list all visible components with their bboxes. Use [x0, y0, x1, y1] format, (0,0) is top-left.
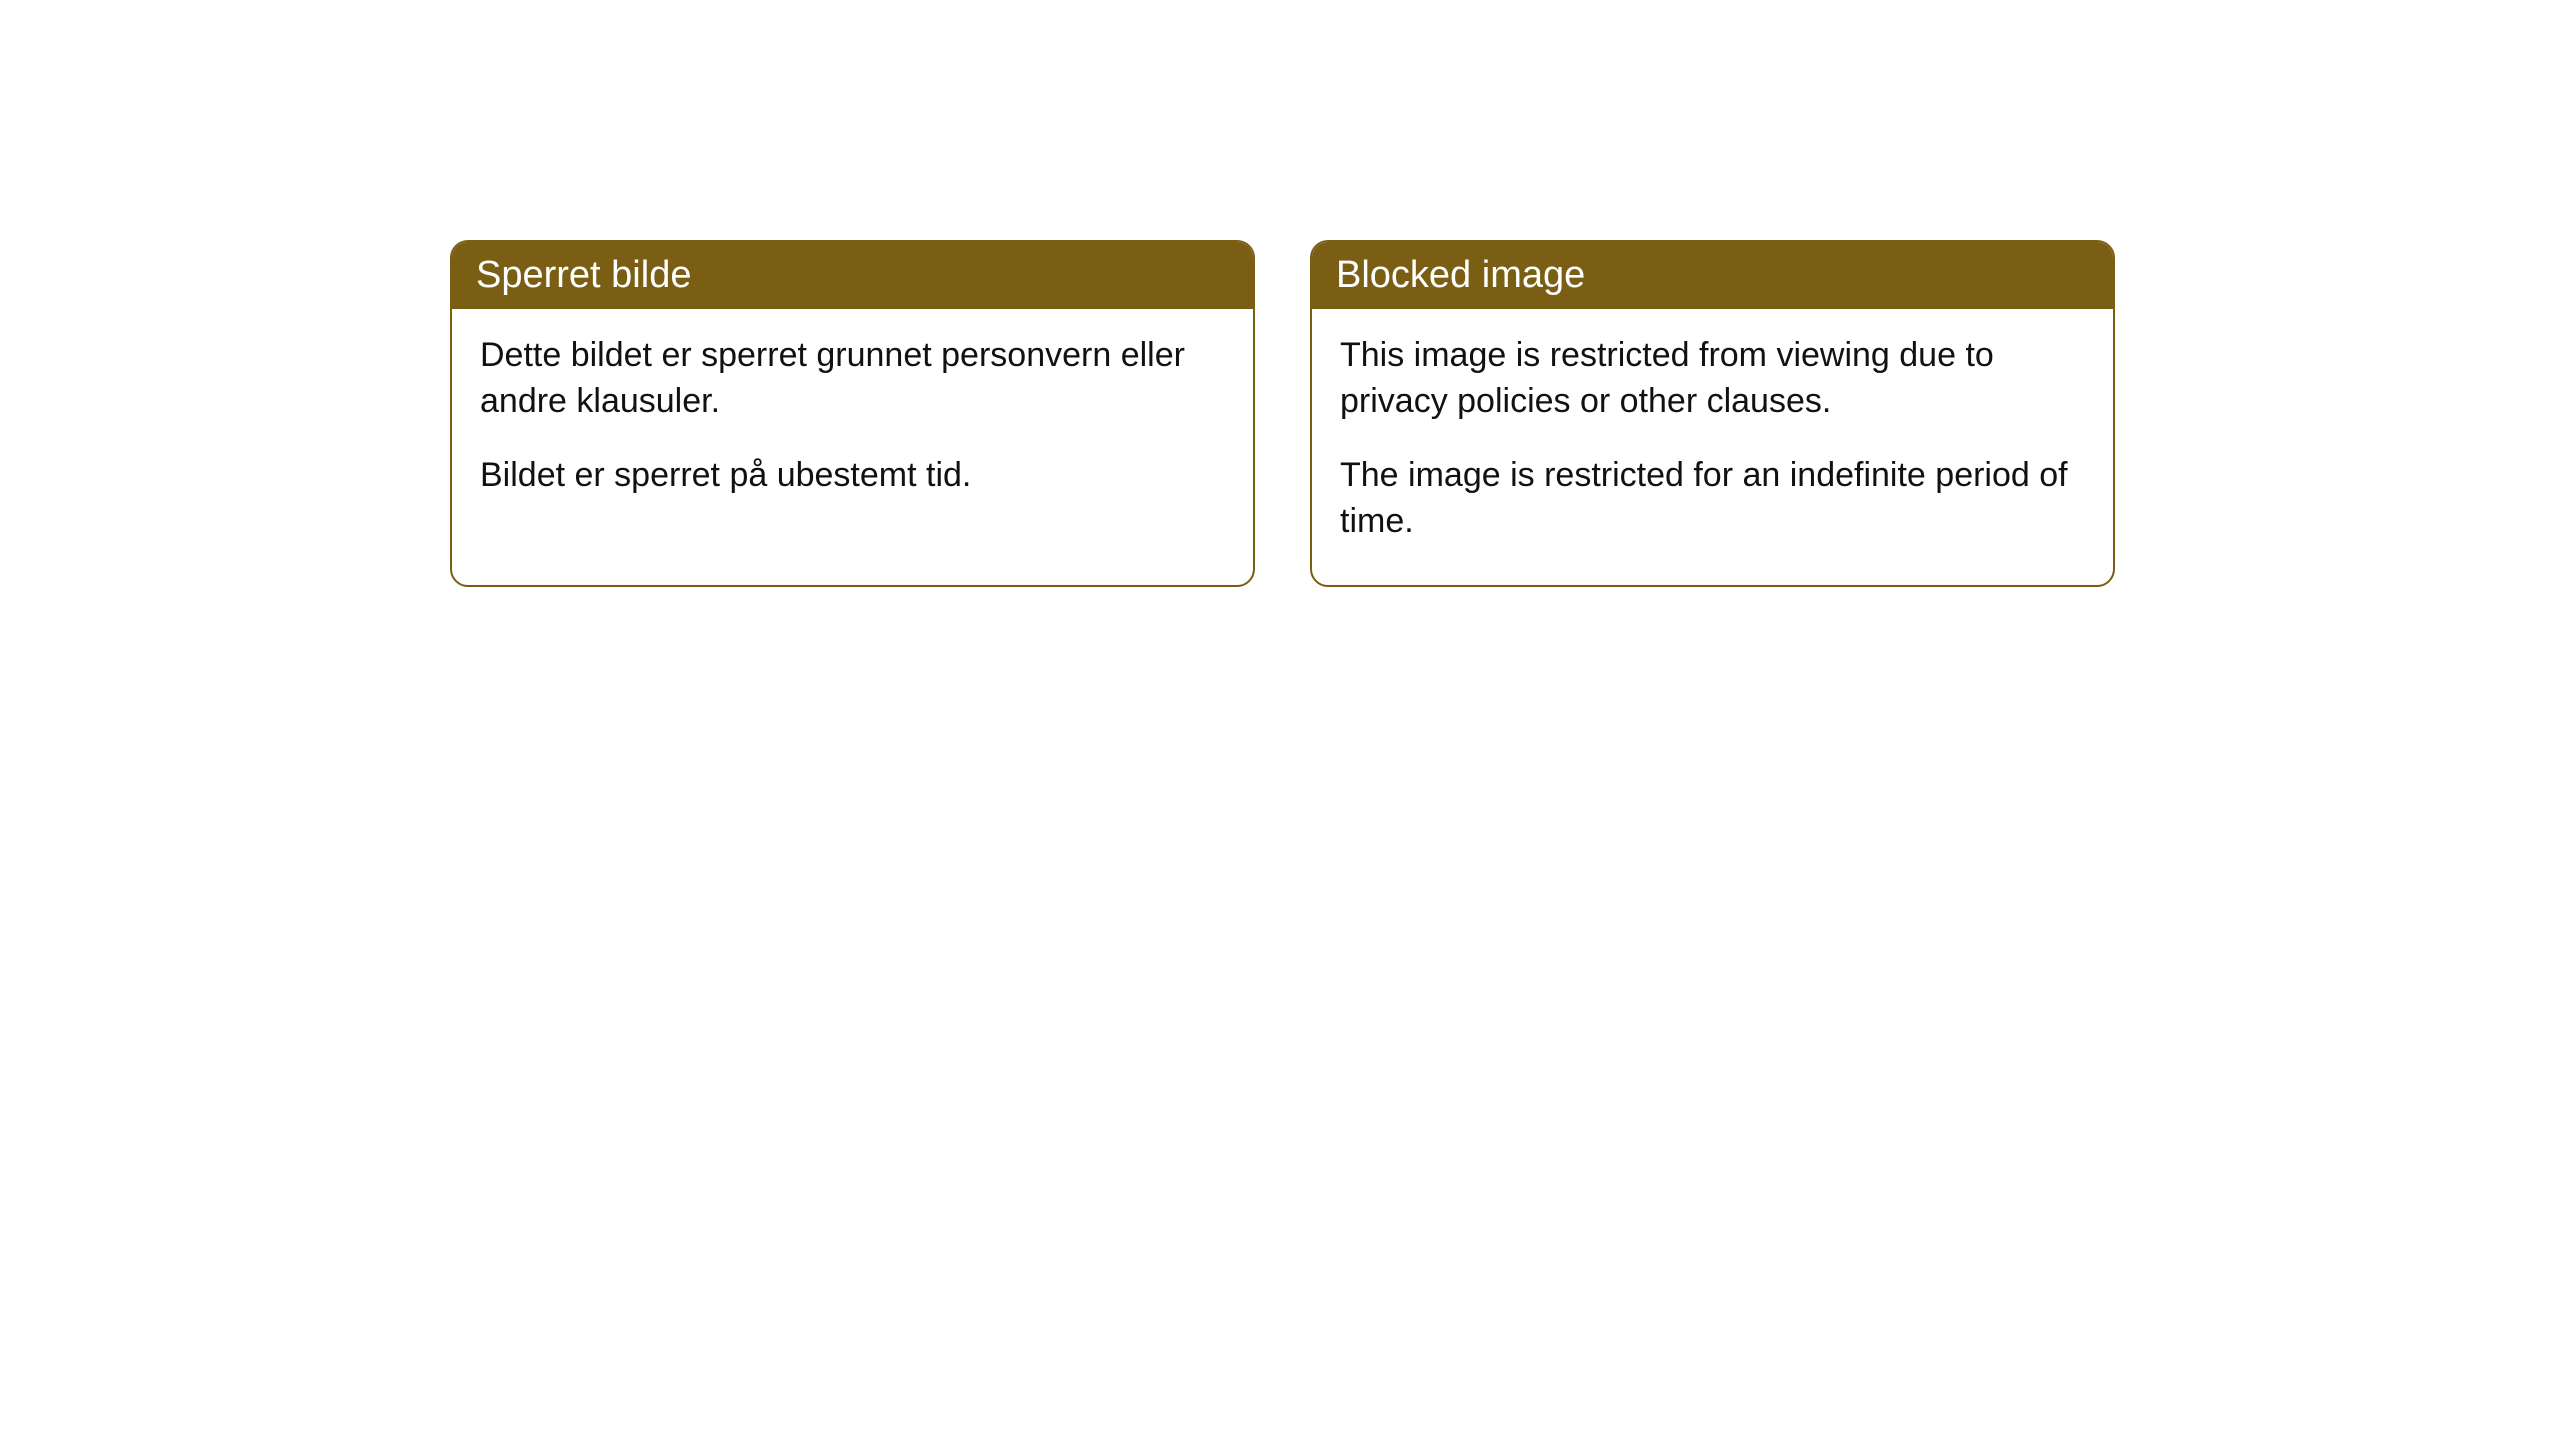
notice-card-norwegian: Sperret bilde Dette bildet er sperret gr… [450, 240, 1255, 587]
notice-container: Sperret bilde Dette bildet er sperret gr… [0, 0, 2560, 587]
card-paragraph: This image is restricted from viewing du… [1340, 333, 2085, 425]
card-title: Blocked image [1336, 254, 1585, 296]
card-paragraph: The image is restricted for an indefinit… [1340, 453, 2085, 545]
card-header: Sperret bilde [452, 242, 1253, 309]
card-body: This image is restricted from viewing du… [1312, 309, 2113, 585]
notice-card-english: Blocked image This image is restricted f… [1310, 240, 2115, 587]
card-header: Blocked image [1312, 242, 2113, 309]
card-title: Sperret bilde [476, 254, 691, 296]
card-body: Dette bildet er sperret grunnet personve… [452, 309, 1253, 539]
card-paragraph: Bildet er sperret på ubestemt tid. [480, 453, 1225, 499]
card-paragraph: Dette bildet er sperret grunnet personve… [480, 333, 1225, 425]
